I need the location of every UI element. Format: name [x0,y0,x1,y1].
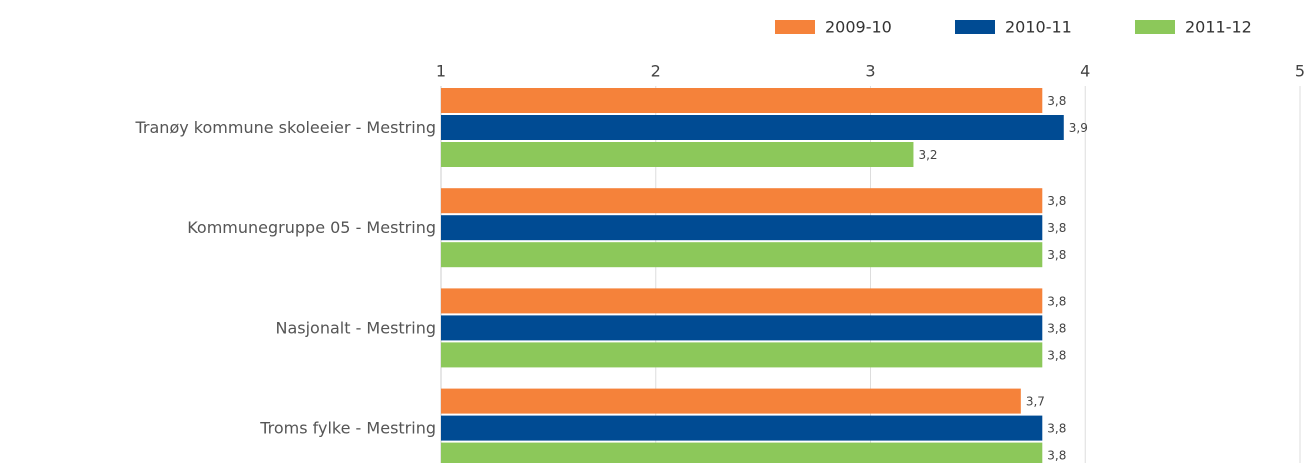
x-tick-label: 2 [651,62,661,81]
value-label: 3,8 [1047,321,1066,335]
bar [441,142,914,167]
value-label: 3,8 [1047,449,1066,463]
x-tick-label: 5 [1295,62,1305,81]
bar [441,442,1043,463]
value-label: 3,2 [918,148,937,162]
bar [441,188,1043,214]
value-label: 3,7 [1026,395,1045,409]
legend-swatch [1135,20,1175,34]
legend-swatch [775,20,815,34]
bar [441,415,1043,441]
bar [441,88,1043,113]
bar [441,242,1043,268]
value-label: 3,8 [1047,94,1066,108]
bar [441,215,1043,241]
x-tick-label: 1 [436,62,446,81]
bar [441,342,1043,368]
value-label: 3,9 [1069,121,1088,135]
x-tick-label: 4 [1080,62,1090,81]
value-label: 3,8 [1047,221,1066,235]
value-label: 3,8 [1047,248,1066,262]
x-tick-label: 3 [865,62,875,81]
legend-label: 2009-10 [825,18,892,37]
bar [441,115,1064,140]
legend-label: 2010-11 [1005,18,1072,37]
category-label: Troms fylke - Mestring [259,419,436,438]
bar [441,315,1043,341]
category-label: Kommunegruppe 05 - Mestring [187,218,436,237]
value-label: 3,8 [1047,194,1066,208]
legend-label: 2011-12 [1185,18,1252,37]
value-label: 3,8 [1047,422,1066,436]
bar [441,288,1043,314]
category-label: Nasjonalt - Mestring [275,318,436,337]
value-label: 3,8 [1047,294,1066,308]
category-label: Tranøy kommune skoleeier - Mestring [135,118,437,137]
legend-swatch [955,20,995,34]
bar [441,388,1021,414]
value-label: 3,8 [1047,348,1066,362]
